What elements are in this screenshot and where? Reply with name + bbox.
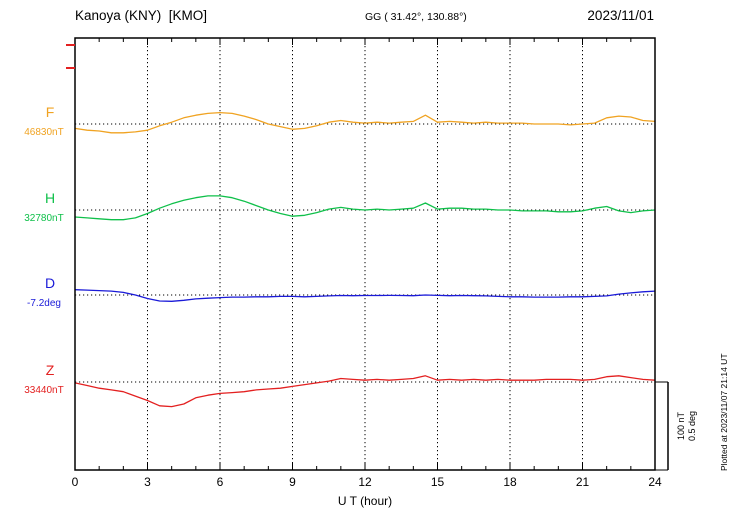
x-tick-label: 18 xyxy=(503,475,517,489)
plot-frame xyxy=(74,37,656,471)
trace-F xyxy=(74,111,656,134)
trace-label-D: D xyxy=(44,275,56,291)
trace-baseline-value-D: -7.2deg xyxy=(27,298,61,309)
trace-H xyxy=(74,195,656,221)
trace-D xyxy=(74,289,656,302)
trace-label-Z: Z xyxy=(45,362,55,378)
x-tick-label: 6 xyxy=(216,475,224,489)
trace-label-H: H xyxy=(44,190,56,206)
trace-Z xyxy=(74,375,656,408)
trace-baseline-value-H: 32780nT xyxy=(24,213,64,224)
x-tick-label: 15 xyxy=(430,475,445,489)
trace-baseline-value-Z: 33440nT xyxy=(24,385,64,396)
plotted-timestamp: Plotted at 2023/11/07 21:14 UT xyxy=(719,353,729,471)
x-tick-label: 24 xyxy=(648,475,662,489)
station-title: Kanoya (KNY) [KMO] xyxy=(75,8,208,23)
x-tick-label: 0 xyxy=(71,475,79,489)
scale-bar-label: 100 nT 0.5 deg xyxy=(676,382,697,470)
x-axis-label: U T (hour) xyxy=(337,494,393,508)
scale-deg-label: 0.5 deg xyxy=(686,410,697,442)
plot-date: 2023/11/01 xyxy=(587,8,654,23)
trace-label-F: F xyxy=(45,104,55,120)
x-tick-label: 21 xyxy=(575,475,590,489)
trace-baseline-value-F: 46830nT xyxy=(24,127,64,138)
geo-coordinates: GG ( 31.42°, 130.88°) xyxy=(365,11,467,23)
scale-nt-label: 100 nT xyxy=(676,411,686,441)
x-tick-label: 9 xyxy=(289,475,296,489)
x-tick-label: 3 xyxy=(144,475,151,489)
x-tick-label: 12 xyxy=(358,475,372,489)
